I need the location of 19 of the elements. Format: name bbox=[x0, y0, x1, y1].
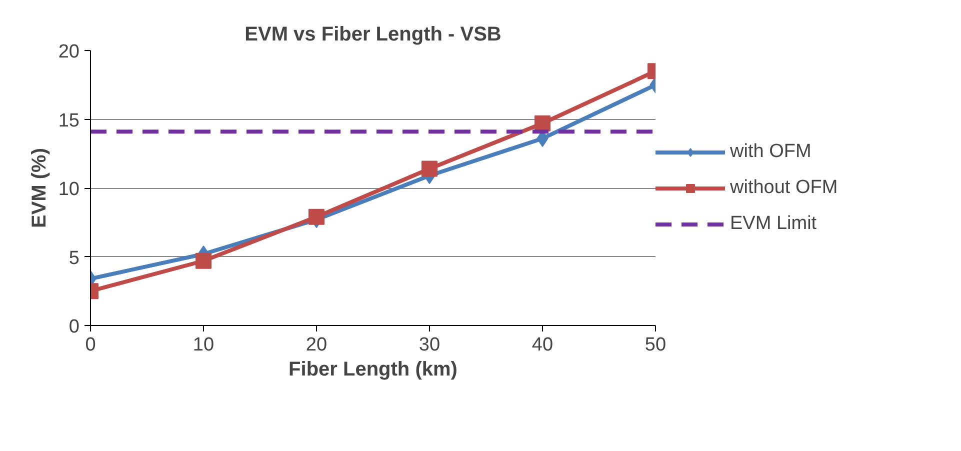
x-tick-label: 10 bbox=[192, 334, 214, 356]
legend-label: with OFM bbox=[730, 140, 812, 162]
legend-label: without OFM bbox=[730, 176, 838, 198]
x-tick-label: 40 bbox=[532, 334, 554, 356]
x-tick-label: 20 bbox=[306, 334, 328, 356]
chart-title: EVM vs Fiber Length - VSB bbox=[244, 24, 502, 46]
x-tick-label: 0 bbox=[85, 334, 96, 356]
y-tick-label: 20 bbox=[58, 42, 80, 62]
y-axis-title: EVM (%) bbox=[28, 148, 50, 228]
point bbox=[422, 160, 438, 177]
x-axis-title: Fiber Length (km) bbox=[288, 358, 458, 380]
x-tick-label: 50 bbox=[644, 334, 666, 356]
y-tick-label: 15 bbox=[58, 110, 80, 132]
legend-label: EVM Limit bbox=[730, 212, 817, 234]
y-tick-label: 0 bbox=[68, 316, 80, 338]
x-tick-label: 30 bbox=[418, 334, 440, 356]
y-tick-label: 5 bbox=[68, 248, 80, 269]
point bbox=[308, 208, 324, 225]
y-tick-label: 10 bbox=[58, 179, 80, 200]
